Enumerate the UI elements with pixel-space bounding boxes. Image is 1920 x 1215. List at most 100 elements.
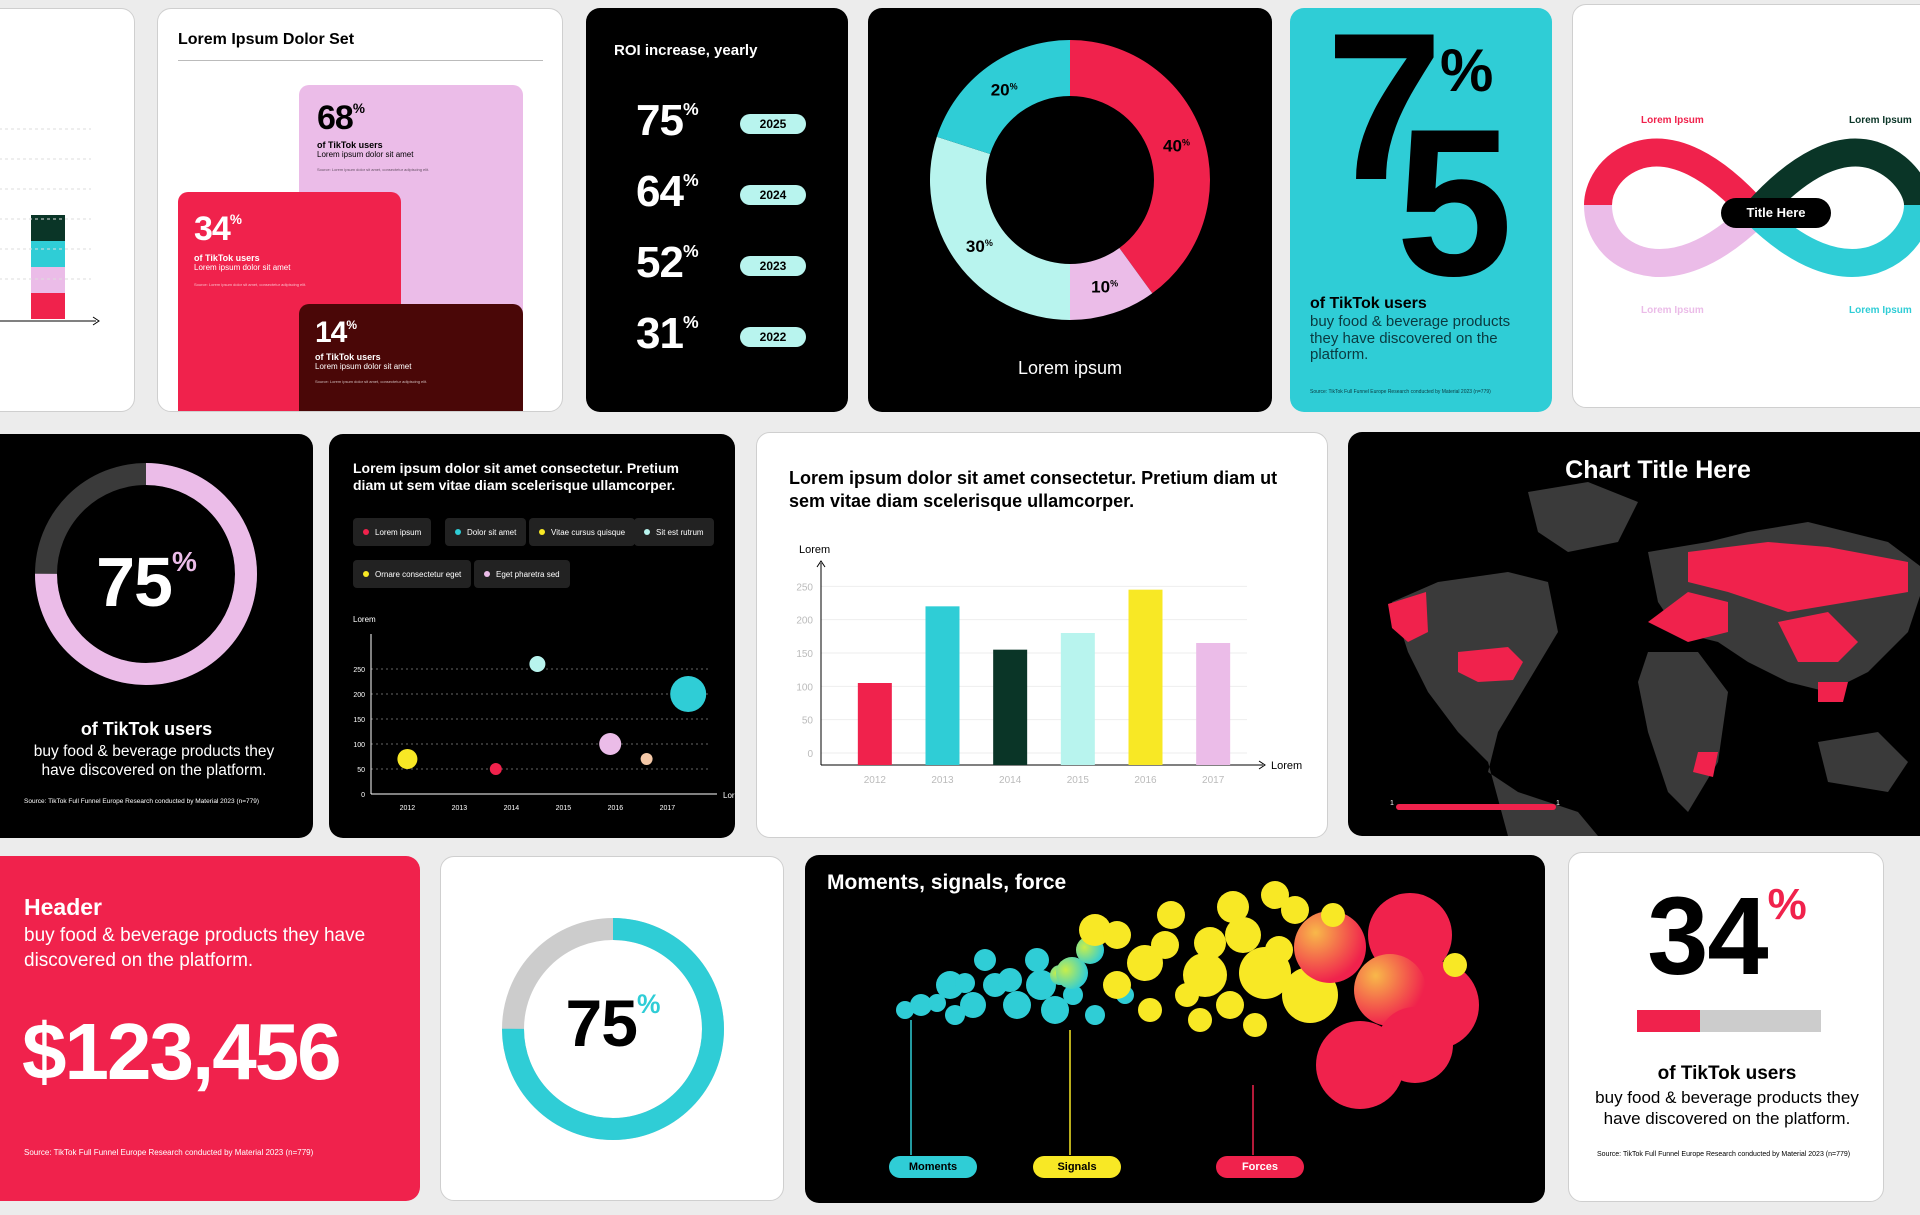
ring-cyan-card: 75% [440,856,784,1201]
roi-title: ROI increase, yearly [614,42,758,59]
legend-dot [455,529,461,535]
roi-value-2025: 75% [636,96,699,145]
box-14-desc: Lorem ipsum dolor sit amet [315,362,412,371]
ring-75-label: of TikTok users [80,719,213,739]
bubble-ytick-0: 0 [361,792,365,799]
moments-bubble-29 [1225,917,1261,953]
bubble-xtick-2017: 2017 [660,805,676,812]
map-slider-track [1396,804,1556,810]
bar-x-arrow [1258,760,1266,770]
moments-bubble-4 [955,973,975,993]
box-68-desc: Lorem ipsum dolor sit amet [317,150,414,159]
moments-bubble-7 [974,949,996,971]
bubble-xtick-2012: 2012 [400,805,416,812]
bar-ytick-100: 100 [796,682,813,693]
moments-bubble-12 [1025,948,1049,972]
bubble-point-4 [640,753,653,765]
big-75-desc: buy food & beverage products they have d… [1310,313,1511,363]
donut-slice-20 [936,40,1070,155]
bubble-point-5 [670,676,707,712]
bar-ytick-0: 0 [807,749,813,760]
bar-xtick-2012: 2012 [864,775,887,786]
big-75-source: Source: TikTok Full Funnel Europe Resear… [1310,389,1491,395]
stacked-bar-card [0,8,135,412]
bar-xtick-2015: 2015 [1067,775,1090,786]
moments-bubble-18 [1056,957,1088,989]
legend-dot [484,571,490,577]
moments-bubble-47 [1443,953,1467,977]
ring-75-fill [35,463,257,685]
moments-bubble-35 [1243,1013,1267,1037]
ring-75-chart [35,463,257,685]
stack-segment-0 [31,293,65,319]
moments-pill-moments: Moments [889,1156,977,1178]
moments-bubble-31 [1216,991,1244,1019]
header-desc: buy food & beverage products they have d… [24,925,366,971]
bubble-legend-item-0: Lorem ipsum [353,518,432,546]
infinity-label-br: Lorem Ipsum [1849,305,1912,316]
header-card: Header buy food & beverage products they… [0,856,420,1201]
ring-75-card: 75% of TikTok users buy food & beverage … [0,434,313,838]
legend-label: Ornare consectetur eget [375,569,462,579]
moments-bubble-27 [1194,927,1226,959]
bubble-legend-item-5: Eget pharetra sed [474,560,570,588]
box-14-value: 14% [315,316,358,349]
roi-value-2023: 52% [636,238,699,287]
moments-bubble-21 [1103,921,1131,949]
donut-slice-10 [1070,247,1153,320]
moments-bubble-38 [1188,1008,1212,1032]
roi-year-pill-2025: 2025 [740,114,806,134]
bar-2016 [1128,589,1163,765]
bar-2014 [993,649,1028,765]
box-68-source: Source: Lorem ipsum dolor sit amet, cons… [317,167,430,172]
bubble-ytick-250: 250 [353,667,365,674]
moments-pill-signals: Signals [1033,1156,1121,1178]
bubble-legend-item-3: Sit est rutrum [634,518,714,546]
infinity-diagram [1584,138,1920,277]
moments-bubble-22 [1127,945,1163,981]
moments-title: Moments, signals, force [827,871,1067,894]
bubble-point-2 [529,656,546,672]
bubble-point-3 [599,733,622,755]
legend-dot [644,529,650,535]
bar-xlabel: Lorem [1271,760,1302,772]
moments-bubble-9 [998,968,1022,992]
bubble-ylabel: Lorem [353,615,376,624]
bar-title: Lorem ipsum dolor sit amet consectetur. … [789,468,1278,511]
moments-bubble-40 [1294,911,1366,983]
roi-year-pill-2024: 2024 [740,185,806,205]
roi-year-pill-2022: 2022 [740,327,806,347]
ring-cyan-chart [502,918,724,1140]
big-75-percent: % [1440,37,1494,104]
map-highlight [1388,542,1908,777]
stat-34-label: of TikTok users [1657,1063,1797,1084]
infinity-label-tl: Lorem Ipsum [1641,115,1704,126]
map-slider-right: 1 [1556,800,1560,807]
legend-dot [539,529,545,535]
stat-34-source: Source: TikTok Full Funnel Europe Resear… [1597,1151,1851,1158]
bubble-xlabel: Lorem [723,791,735,800]
roi-value-2022: 31% [636,309,699,358]
moments-bubble-1 [910,994,932,1016]
bubble-xtick-2014: 2014 [504,805,520,812]
moments-bubble-41 [1321,903,1345,927]
box-14: 14% of TikTok users Lorem ipsum dolor si… [299,304,523,411]
donut-card: 40% 10% 30% 20% Lorem ipsum [868,8,1272,412]
moments-bubble-33 [1281,896,1309,924]
boxes-divider [178,60,543,61]
moments-bubbles [896,881,1479,1155]
world-map [1388,482,1920,836]
bar-ytick-50: 50 [802,716,814,727]
bubble-title: Lorem ipsum dolor sit amet consectetur. … [353,460,679,493]
moments-pill-forces: Forces [1216,1156,1304,1178]
bar-chart: 0 50 100 150 200 250 Lorem Lorem 2012 2013 2014 201… [796,544,1302,786]
bubble-ytick-150: 150 [353,717,365,724]
bubble-ytick-200: 200 [353,692,365,699]
bar-ytick-150: 150 [796,649,813,660]
big-75-label: of TikTok users [1310,295,1427,312]
bubble-legend-item-2: Vitae cursus quisque [529,518,636,546]
header-source: Source: TikTok Full Funnel Europe Resear… [24,1148,314,1157]
moments-bubble-10 [1003,991,1031,1019]
legend-label: Eget pharetra sed [496,569,560,579]
bubble-point-1 [489,763,502,775]
